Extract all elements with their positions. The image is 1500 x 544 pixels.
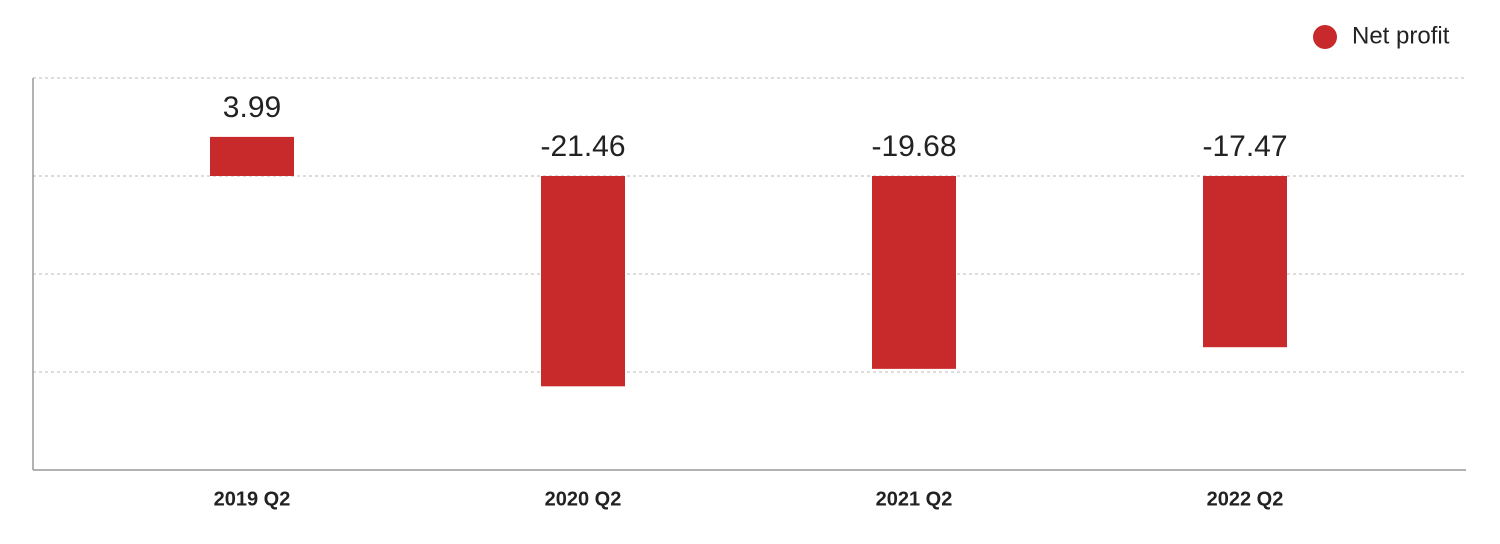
x-tick-label: 2021 Q2: [876, 488, 953, 510]
legend-marker: [1313, 25, 1337, 49]
data-label: 3.99: [223, 91, 281, 124]
x-tick-label: 2022 Q2: [1207, 488, 1284, 510]
bar: [210, 136, 294, 176]
data-label: -21.46: [540, 130, 625, 163]
bar: [1203, 176, 1287, 348]
x-tick-label: 2019 Q2: [214, 488, 291, 510]
legend: Net profit: [1313, 22, 1450, 49]
legend-label: Net profit: [1352, 22, 1450, 49]
bar: [541, 176, 625, 387]
data-label: -17.47: [1202, 130, 1287, 163]
x-tick-label: 2020 Q2: [545, 488, 622, 510]
bar: [872, 176, 956, 369]
data-label: -19.68: [871, 130, 956, 163]
